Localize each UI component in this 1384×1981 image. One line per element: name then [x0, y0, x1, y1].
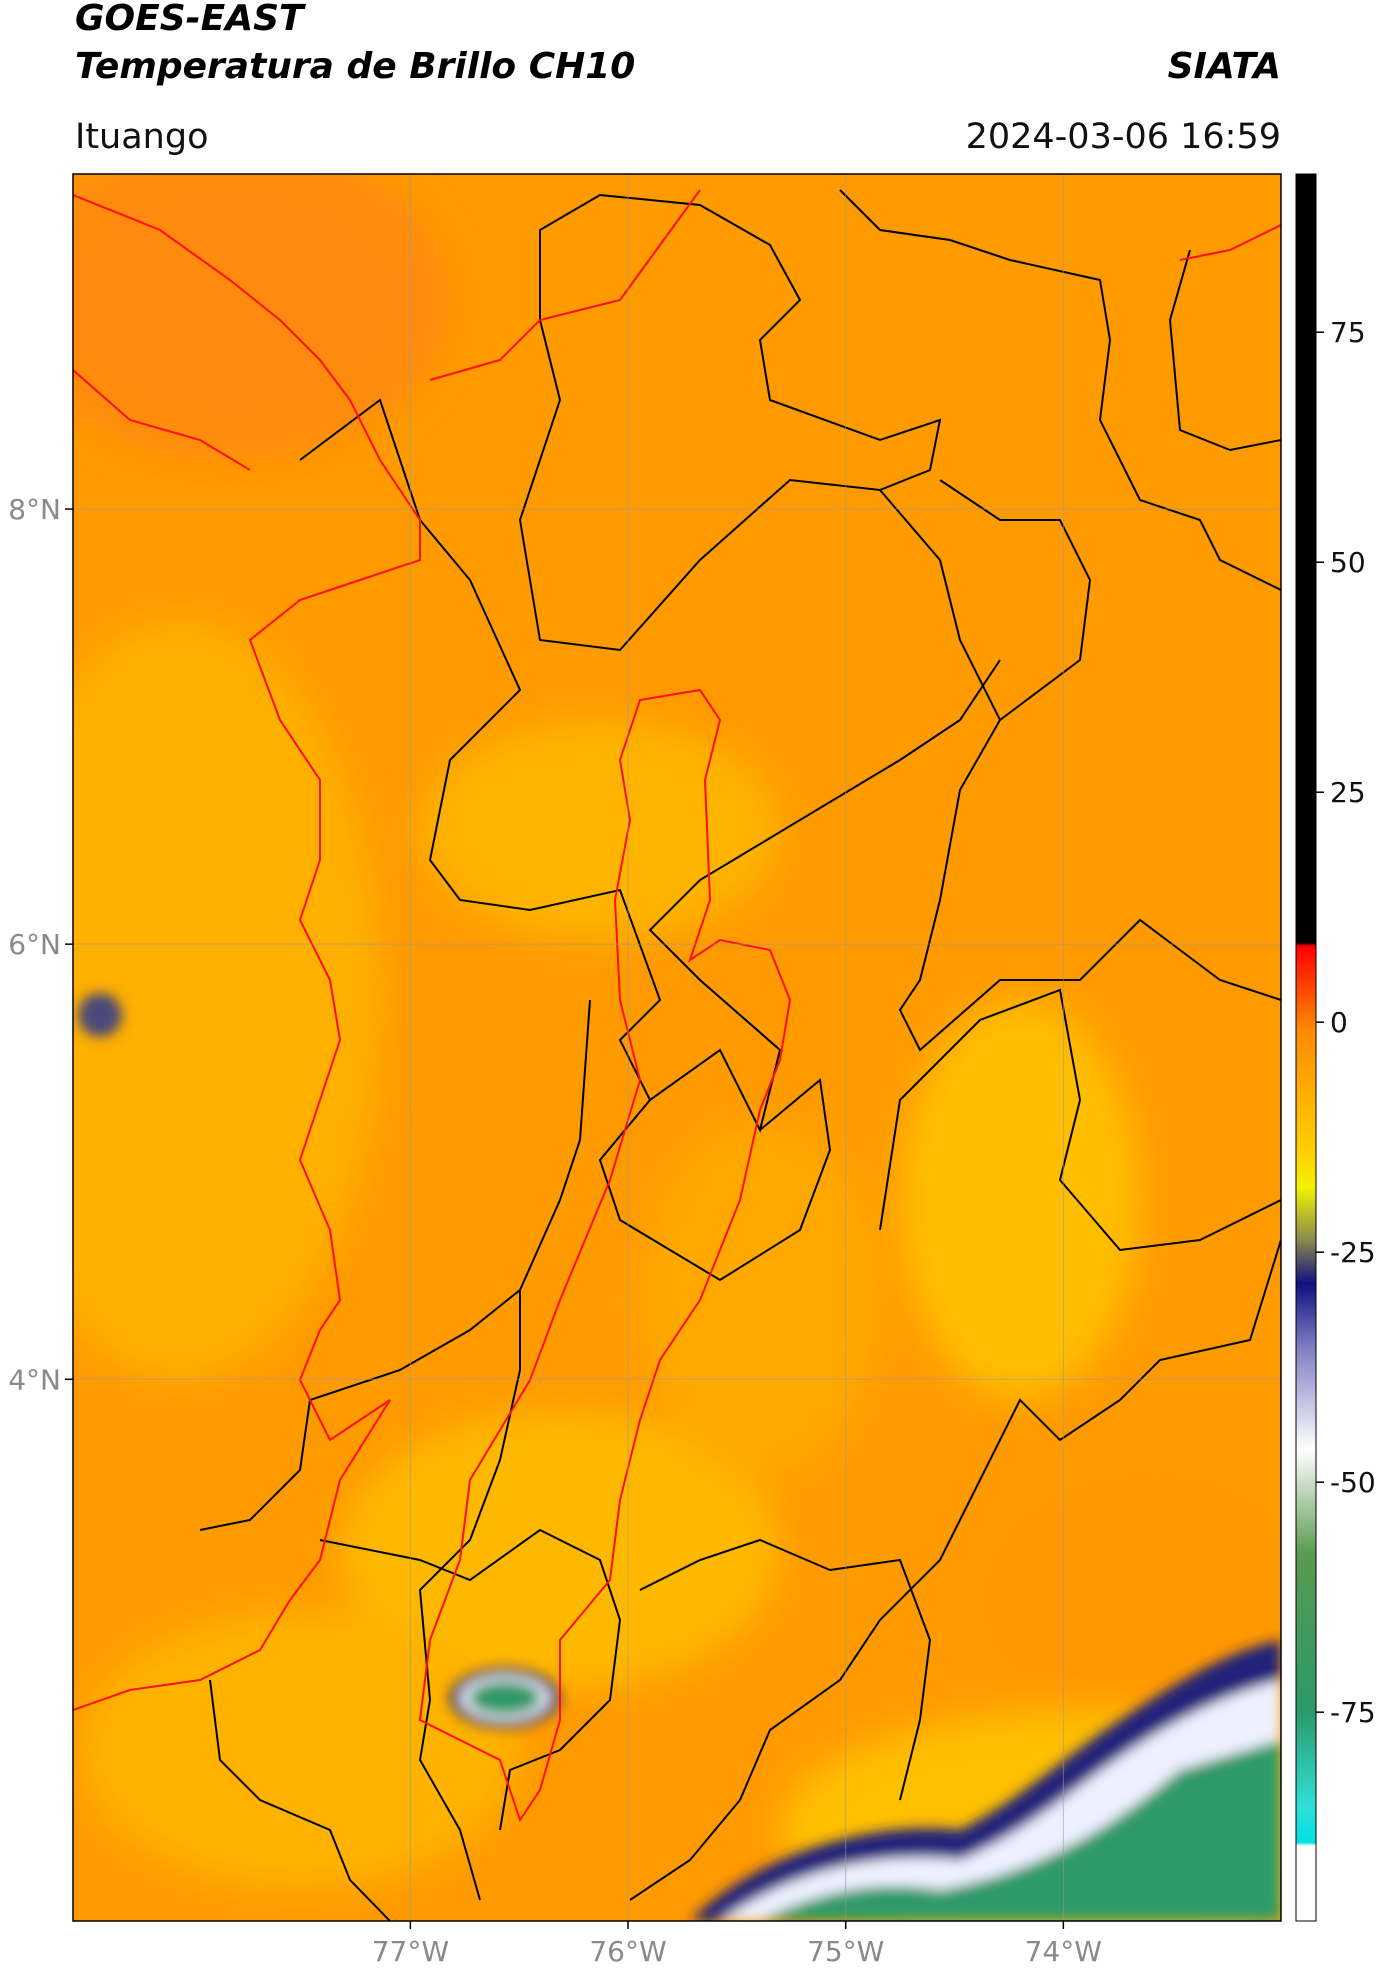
subtitle: Temperatura de Brillo CH10	[75, 46, 635, 87]
grid	[73, 174, 1281, 1921]
colorbar-tick-label: 25	[1330, 776, 1366, 809]
colorbar-tick-label: -50	[1330, 1466, 1376, 1499]
colorbar-tick-label: -75	[1330, 1696, 1376, 1729]
y-tick-label: 6°N	[8, 928, 61, 961]
y-tick-label: 4°N	[8, 1363, 61, 1396]
x-tick-label: 76°W	[589, 1935, 666, 1968]
coast-and-basin	[73, 189, 1281, 1823]
map-image	[73, 174, 1281, 1921]
colorbar-tick-label: 75	[1330, 316, 1366, 349]
x-tick-label: 77°W	[372, 1935, 449, 1968]
location: Ituango	[75, 117, 209, 157]
datetime: 2024-03-06 16:59	[966, 117, 1281, 157]
map-frame	[72, 173, 1282, 1922]
title: GOES-EAST	[75, 0, 306, 39]
admin-borders	[199, 189, 1281, 1921]
colorbar-tick-label: 0	[1330, 1006, 1348, 1039]
brand: SIATA	[1168, 46, 1281, 87]
x-tick-label: 75°W	[807, 1935, 884, 1968]
y-tick-label: 8°N	[8, 493, 61, 526]
colorbar-tick-label: 50	[1330, 546, 1366, 579]
colorbar-tick-label: -25	[1330, 1236, 1376, 1269]
x-tick-label: 74°W	[1025, 1935, 1102, 1968]
colorbar	[1295, 173, 1317, 1922]
